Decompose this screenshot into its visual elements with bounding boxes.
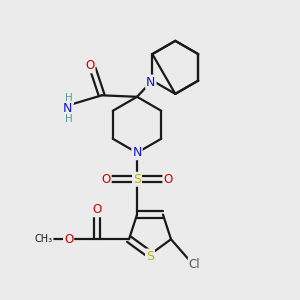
Text: S: S	[133, 173, 141, 186]
Text: CH₃: CH₃	[34, 234, 53, 244]
Text: O: O	[64, 233, 73, 246]
Text: S: S	[146, 250, 154, 262]
Text: H: H	[65, 93, 73, 103]
Text: H: H	[65, 114, 73, 124]
Text: Cl: Cl	[189, 258, 200, 271]
Text: O: O	[85, 59, 94, 72]
Text: N: N	[132, 146, 142, 159]
Text: N: N	[146, 76, 156, 88]
Text: O: O	[163, 173, 172, 186]
Text: O: O	[101, 173, 111, 186]
Text: N: N	[63, 102, 73, 115]
Text: O: O	[92, 203, 101, 216]
